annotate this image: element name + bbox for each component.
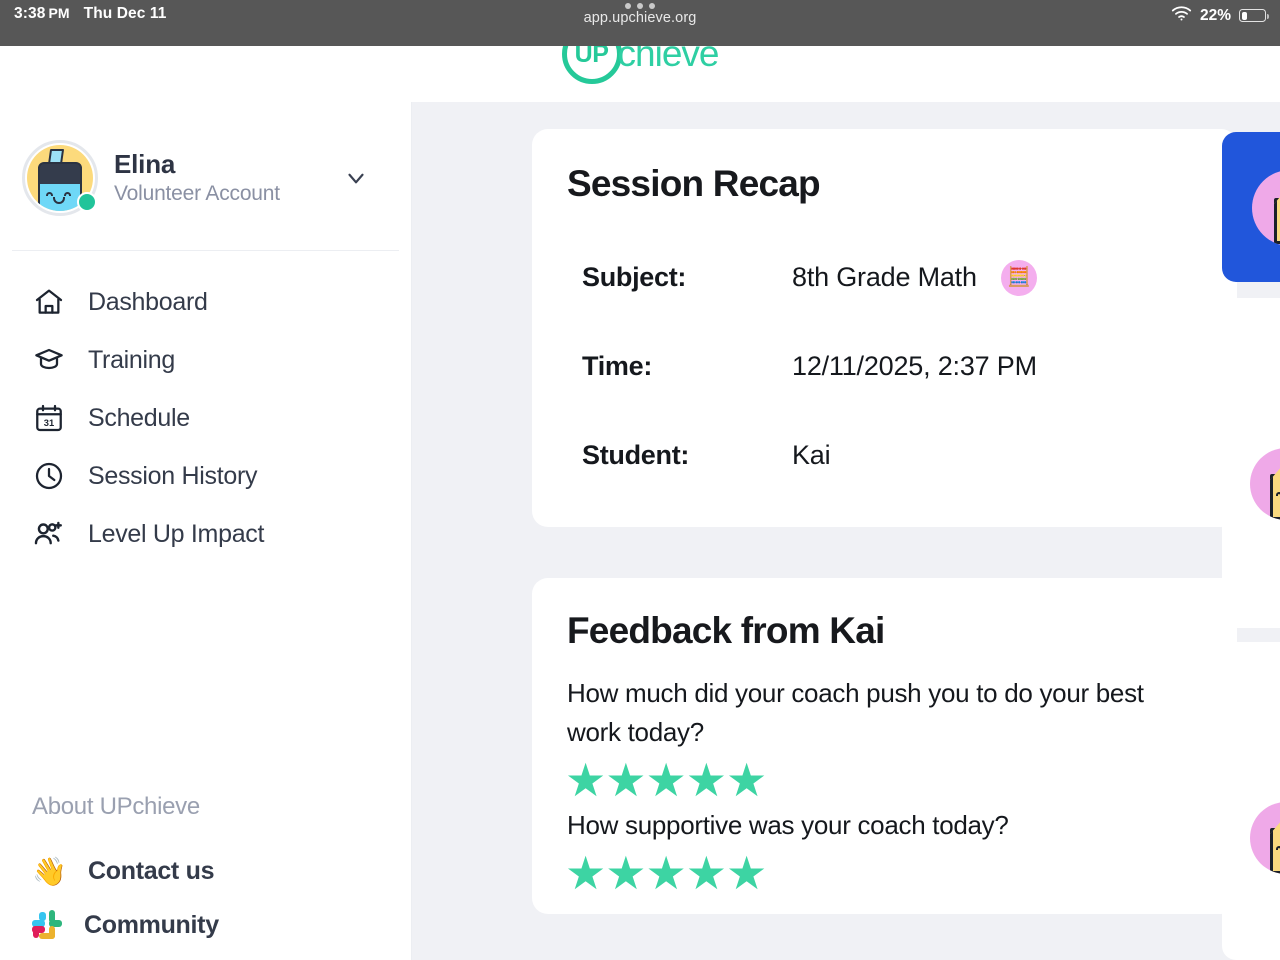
recap-value: Kai	[792, 440, 831, 470]
recap-row-subject: Subject: 8th Grade Math 🧮	[532, 233, 1237, 322]
sidebar-divider	[12, 250, 399, 251]
recap-label: Student:	[582, 440, 690, 470]
sidebar-item-level-up-impact[interactable]: Level Up Impact	[0, 505, 411, 563]
profile-switcher[interactable]: Elina Volunteer Account	[0, 102, 411, 216]
sidebar: Elina Volunteer Account Dashboard	[0, 102, 412, 960]
slack-icon	[32, 910, 62, 940]
status-bar-date: Thu Dec 11	[83, 5, 167, 22]
sidebar-item-label: Dashboard	[88, 287, 208, 316]
users-add-icon	[32, 517, 66, 551]
feedback-title: Feedback from Kai	[567, 610, 885, 651]
pencil-avatar-icon	[1250, 448, 1280, 520]
three-dots-icon[interactable]	[625, 3, 655, 9]
online-status-dot	[77, 192, 97, 212]
sidebar-item-label: Schedule	[88, 403, 190, 432]
right-rail-white-card-2[interactable]	[1222, 642, 1280, 960]
sidebar-item-training[interactable]: Training	[0, 331, 411, 389]
sidebar-item-schedule[interactable]: 31 Schedule	[0, 389, 411, 447]
status-bar-center: app.upchieve.org	[0, 3, 1280, 26]
recap-value: 12/11/2025, 2:37 PM	[792, 351, 1037, 381]
ios-status-bar: 3:38 PM Thu Dec 11 app.upchieve.org 22%	[0, 0, 1280, 46]
recap-label: Subject:	[582, 262, 687, 292]
main-content: Session Recap Subject: 8th Grade Math 🧮 …	[412, 102, 1280, 960]
logo-wordmark: chieve	[617, 46, 720, 74]
sidebar-item-label: Training	[88, 345, 175, 374]
session-recap-card: Session Recap Subject: 8th Grade Math 🧮 …	[532, 129, 1237, 527]
chevron-down-icon[interactable]	[343, 165, 369, 191]
recap-row-time: Time: 12/11/2025, 2:37 PM	[532, 322, 1237, 411]
feedback-card: Feedback from Kai How much did your coac…	[532, 578, 1237, 914]
about-heading: About UPchieve	[32, 793, 200, 820]
profile-name: Elina	[114, 148, 176, 179]
battery-icon	[1239, 9, 1270, 22]
app-header: UP chieve	[0, 46, 1280, 102]
sidebar-item-label: Session History	[88, 461, 258, 490]
recap-value: 8th Grade Math	[792, 262, 977, 292]
status-bar-left: 3:38 PM Thu Dec 11	[14, 4, 166, 23]
session-recap-title: Session Recap	[567, 163, 821, 204]
about-item-label: Community	[84, 910, 219, 939]
address-label[interactable]: app.upchieve.org	[583, 10, 697, 26]
star-rating: ★★★★★	[565, 754, 767, 806]
battery-percent-label: 22%	[1199, 6, 1231, 24]
calendar-icon: 31	[32, 401, 66, 435]
wifi-icon	[1171, 5, 1192, 26]
feedback-question: How supportive was your coach today?	[567, 810, 1009, 841]
about-item-contact-us[interactable]: 👋 Contact us	[0, 845, 412, 898]
svg-text:31: 31	[44, 418, 54, 428]
profile-role: Volunteer Account	[114, 182, 280, 206]
star-rating: ★★★★★	[565, 847, 767, 900]
sidebar-item-dashboard[interactable]: Dashboard	[0, 273, 411, 331]
pencil-avatar-icon	[1252, 170, 1280, 246]
status-bar-ampm: PM	[48, 5, 70, 21]
sidebar-nav: Dashboard Training 31 S	[0, 251, 411, 563]
avatar-ring	[22, 140, 98, 216]
avatar	[22, 140, 98, 216]
home-icon	[32, 285, 66, 319]
sidebar-item-label: Level Up Impact	[88, 519, 265, 548]
waving-hand-icon: 👋	[32, 855, 67, 887]
about-item-label: Contact us	[88, 857, 215, 885]
logo-mark: UP	[561, 46, 622, 84]
session-recap-rows: Subject: 8th Grade Math 🧮 Time: 12/11/20…	[532, 205, 1237, 500]
right-rail-blue-card[interactable]	[1222, 132, 1280, 282]
pencil-avatar-icon	[1250, 802, 1280, 874]
status-bar-time: 3:38	[14, 5, 46, 22]
about-item-community[interactable]: Community	[0, 898, 412, 952]
right-rail-white-card-1[interactable]	[1222, 298, 1280, 628]
profile-text: Elina Volunteer Account	[114, 148, 280, 207]
status-bar-clock: 3:38 PM	[14, 5, 70, 23]
sidebar-item-session-history[interactable]: Session History	[0, 447, 411, 505]
calculator-icon: 🧮	[1000, 259, 1037, 296]
feedback-question: How much did your coach push you to do y…	[567, 678, 1144, 747]
clock-icon	[32, 459, 66, 493]
status-bar-right: 22%	[1171, 4, 1270, 26]
sidebar-about-section: About UPchieve 👋 Contact us Community	[0, 793, 412, 960]
recap-row-student: Student: Kai	[532, 411, 1237, 500]
upchieve-logo[interactable]: UP chieve	[561, 46, 720, 84]
graduation-cap-icon	[32, 343, 66, 377]
recap-label: Time:	[582, 351, 653, 381]
